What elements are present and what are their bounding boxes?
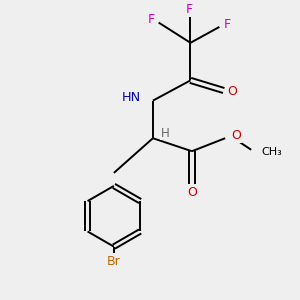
Text: F: F — [148, 13, 155, 26]
Text: F: F — [185, 3, 193, 16]
Text: O: O — [227, 85, 237, 98]
Text: Br: Br — [107, 255, 121, 268]
Text: H: H — [161, 127, 170, 140]
Text: O: O — [232, 129, 242, 142]
Text: CH₃: CH₃ — [261, 147, 282, 157]
Text: HN: HN — [122, 91, 141, 104]
Text: F: F — [224, 18, 231, 31]
Text: O: O — [187, 186, 197, 199]
